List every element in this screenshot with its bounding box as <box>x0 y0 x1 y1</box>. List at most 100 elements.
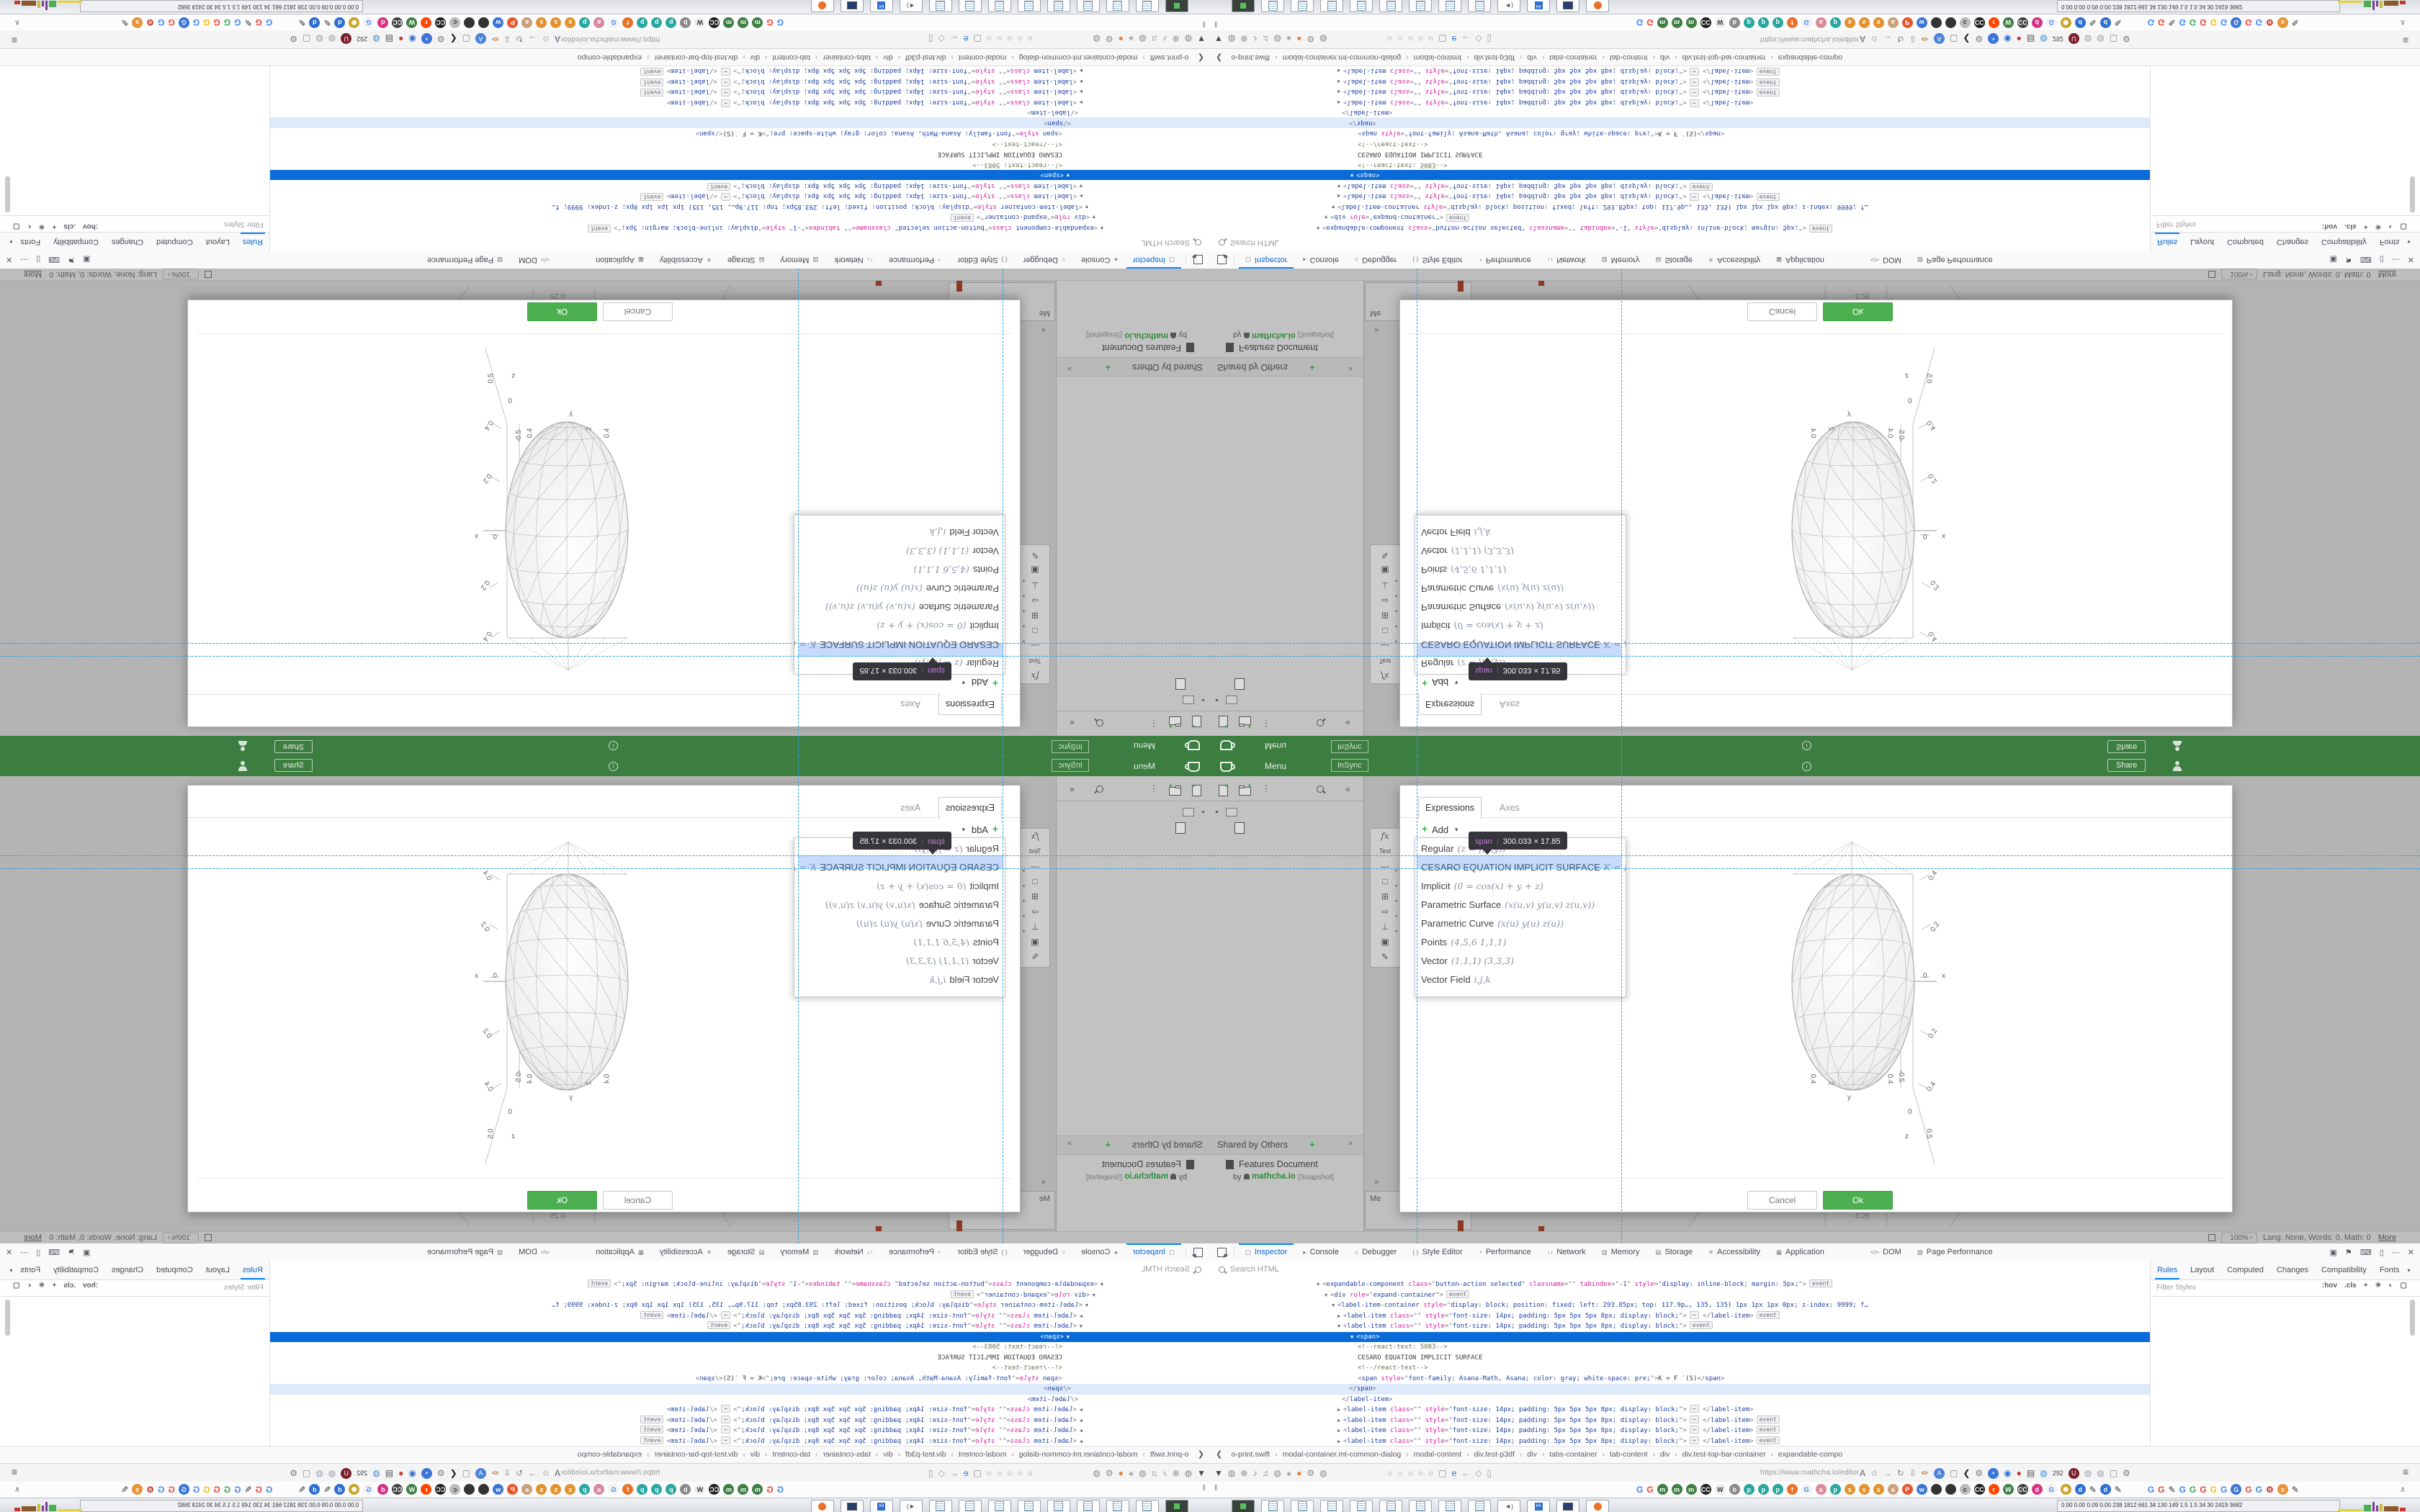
breadcrumb-item[interactable]: div.test-p3df <box>1474 1450 1515 1459</box>
filter-styles-input[interactable]: Filter Styles <box>224 220 264 229</box>
taskbar-button-note[interactable] <box>1018 0 1041 12</box>
breadcrumb-item[interactable]: div <box>883 1450 893 1459</box>
browser-icon[interactable]: ▢ <box>1438 1468 1447 1478</box>
browser-icon[interactable]: ⚙ <box>1307 1468 1315 1478</box>
favicon[interactable]: G <box>2179 17 2186 28</box>
favicon[interactable]: ✎ <box>2291 1484 2299 1495</box>
browser-icon[interactable]: ▤ <box>385 34 394 44</box>
shared-doc-author[interactable]: mathcha.io <box>1252 1172 1296 1181</box>
taskbar-button-note[interactable] <box>1379 0 1402 12</box>
browser-icon[interactable]: ❮ <box>1963 34 1971 44</box>
breadcrumb-item[interactable]: div.test-p3df <box>905 53 946 62</box>
favicon[interactable]: G <box>608 17 619 28</box>
favicon[interactable]: ◉ <box>349 1484 360 1495</box>
taskbar-button-mon[interactable] <box>841 0 864 12</box>
markup-row[interactable]: <!--/react-text--> <box>1358 140 1428 148</box>
markup-row[interactable]: CESARO EQUATION IMPLICIT SURFACE <box>1358 1354 1483 1362</box>
markup-row[interactable]: <!--react-text: 5083--> <box>1358 1344 1448 1351</box>
devtools-tab-storage[interactable]: ▤Storage <box>727 256 765 264</box>
sidebar-tab-compatibility[interactable]: Compatibility <box>53 1265 99 1274</box>
favicon[interactable]: CC <box>1973 17 1985 28</box>
browser-icon[interactable]: ○ <box>1407 34 1413 44</box>
collapse-drawer-icon[interactable]: « <box>1070 718 1075 728</box>
browser-icon[interactable]: ♪ <box>1162 1468 1168 1478</box>
breadcrumb-item[interactable]: tabs-container <box>823 1450 871 1459</box>
folder-expand-arrow[interactable]: ▸ <box>1216 808 1219 815</box>
favicon[interactable]: G <box>766 17 774 28</box>
browser-icon[interactable]: ⚙ <box>290 1468 297 1478</box>
rules-scrollbar[interactable] <box>5 176 10 212</box>
add-shared-icon[interactable]: + <box>1309 1139 1315 1150</box>
shortcuts-icon[interactable]: ⌨ <box>48 1248 60 1257</box>
favicon[interactable]: m <box>1671 1484 1682 1495</box>
devtools-tab-memory[interactable]: ▥Memory <box>1601 256 1640 264</box>
devtools-tab-inspector[interactable]: ▢Inspector <box>1125 1243 1183 1261</box>
browser-icon[interactable]: ▢ <box>1949 1468 1958 1478</box>
search-html-input[interactable]: Search HTML <box>1141 1265 1190 1274</box>
favicon[interactable]: G <box>2189 17 2197 28</box>
markup-row[interactable]: </label-item> <box>1342 1395 1393 1403</box>
flag-icon[interactable]: ⚑ <box>68 1248 76 1257</box>
markup-row[interactable]: <span style="font-family: Asana-Math, As… <box>695 130 1062 138</box>
browser-icon[interactable]: ◍ <box>1319 34 1327 44</box>
tab-expressions[interactable]: Expressions <box>1418 693 1482 715</box>
image-icon[interactable]: ▣ <box>1381 937 1389 947</box>
more-link[interactable]: More <box>23 1233 42 1242</box>
favicon[interactable]: m <box>752 1484 763 1495</box>
browser-icon[interactable]: ♫ <box>1262 1468 1269 1478</box>
favicon[interactable] <box>2125 1484 2144 1495</box>
shape-icon[interactable]: □ ▸ <box>1382 876 1398 888</box>
close-devtools-icon[interactable]: ✕ <box>6 1248 13 1257</box>
markup-row[interactable]: ▼<expandable-component class="button-act… <box>270 1279 1210 1290</box>
taskbar-button-spk[interactable]: ◄) <box>1497 1500 1520 1512</box>
browser-icon[interactable]: 292 <box>2052 1470 2063 1477</box>
browser-icon[interactable]: ◍ <box>1139 1468 1147 1478</box>
browser-icon[interactable]: ▢ <box>1438 34 1447 44</box>
browser-icon[interactable]: ✏ <box>491 34 499 44</box>
section-expand-icon[interactable]: » <box>1348 364 1353 373</box>
favicon[interactable]: m <box>1657 17 1668 28</box>
sidebar-tab-layout[interactable]: Layout <box>205 1265 230 1274</box>
devtools-tab-memory[interactable]: ▥Memory <box>780 256 819 264</box>
browser-icon[interactable]: ▢ <box>302 1468 311 1478</box>
table-icon[interactable]: ⊞ ▸ <box>1381 608 1398 621</box>
close-devtools-icon[interactable]: ✕ <box>2407 1248 2414 1257</box>
breadcrumb-item[interactable]: div.test-top-bar-container <box>654 1450 738 1459</box>
draw-icon[interactable]: ✎ <box>1381 550 1389 560</box>
favicon[interactable]: CC <box>392 1484 403 1495</box>
sidebar-tab-computed[interactable]: Computed <box>2227 238 2264 247</box>
browser-icon[interactable]: ● <box>398 34 404 44</box>
close-devtools-icon[interactable]: ✕ <box>6 255 13 264</box>
devtools-tab-performance[interactable]: ◔Performance <box>1478 1248 1531 1256</box>
browser-icon[interactable]: ↻ <box>516 1468 524 1478</box>
browser-icon[interactable]: ❮ <box>1963 1468 1971 1478</box>
markup-row[interactable]: ▼<div role="expand-container">event <box>1210 1290 2150 1301</box>
browser-icon[interactable]: ⚙ <box>1105 1468 1113 1478</box>
browser-icon[interactable]: ▢ <box>2109 1468 2118 1478</box>
markup-row[interactable]: CESARO EQUATION IMPLICIT SURFACE <box>937 1354 1062 1362</box>
browser-icon[interactable]: U <box>2068 33 2079 45</box>
browser-icon[interactable]: A <box>475 33 487 45</box>
more-options-icon[interactable]: ⋮ <box>1262 783 1270 793</box>
browser-icon[interactable]: e <box>1451 1468 1457 1478</box>
document-icon[interactable] <box>1234 822 1245 834</box>
breadcrumb-item[interactable]: tab-content <box>1609 1450 1648 1459</box>
favicon[interactable]: ✎ <box>2168 1484 2176 1495</box>
favicon[interactable]: s <box>550 17 562 28</box>
favicon[interactable]: ⚙ <box>2265 1484 2274 1495</box>
new-folder-icon[interactable] <box>1239 786 1251 796</box>
browser-icon[interactable]: 292 <box>357 1470 368 1477</box>
browser-icon[interactable]: ⚙ <box>1975 1468 1984 1478</box>
markup-row[interactable]: <!--react-text: 5083--> <box>1358 161 1448 168</box>
favicon[interactable]: s <box>1873 1484 1884 1495</box>
browser-icon[interactable]: ▤ <box>385 1468 394 1478</box>
taskbar-button-mon[interactable] <box>841 1500 864 1512</box>
rules-tool-icon[interactable]: + <box>2363 222 2368 230</box>
devtools-tab-debugger[interactable]: ○Debugger <box>1023 1248 1066 1256</box>
favicon[interactable]: c <box>449 1484 461 1495</box>
browser-icon[interactable]: ▯ <box>928 1468 933 1478</box>
menu-item-highlighted[interactable]: CESARO EQUATION IMPLICIT SURFACEK = F′(S… <box>1421 862 1626 873</box>
browser-icon[interactable]: ⊕ <box>1240 1468 1248 1478</box>
breadcrumb-item[interactable]: expandable-compo <box>1778 53 1843 62</box>
browser-icon[interactable]: ⇩ <box>503 1468 511 1478</box>
